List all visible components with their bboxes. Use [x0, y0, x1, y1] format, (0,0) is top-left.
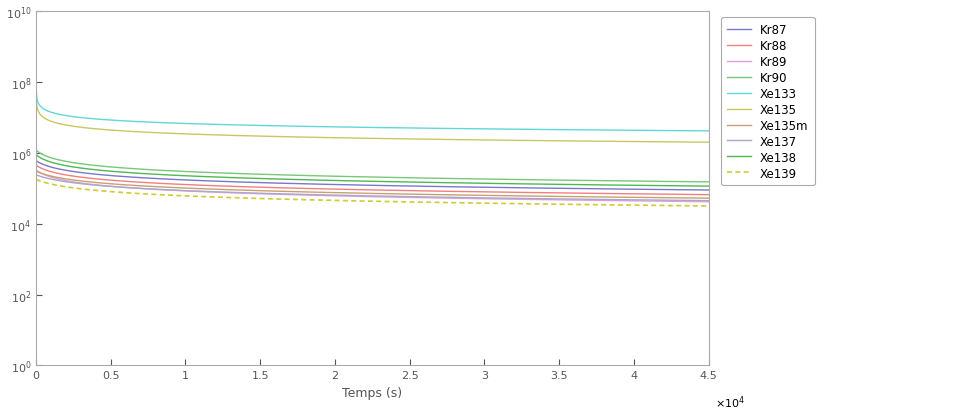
- Kr89: [420, 196, 432, 201]
- Line: Kr90: Kr90: [36, 151, 708, 183]
- Kr88: [703, 193, 714, 198]
- Xe133: [31, 85, 42, 90]
- Line: Xe135: Xe135: [36, 99, 708, 143]
- Xe139: [71, 186, 83, 191]
- X-axis label: Temps (s): Temps (s): [342, 386, 402, 399]
- Xe133: [703, 129, 714, 134]
- Xe138: [71, 166, 83, 171]
- Kr89: [31, 168, 42, 173]
- Line: Xe135m: Xe135m: [36, 172, 708, 199]
- Kr88: [31, 164, 42, 169]
- Xe135m: [703, 196, 714, 201]
- Xe135: [420, 138, 432, 142]
- Xe135m: [31, 169, 42, 174]
- Kr90: [610, 179, 621, 184]
- Line: Kr89: Kr89: [36, 171, 708, 202]
- Kr90: [420, 176, 432, 181]
- Xe139: [610, 203, 621, 208]
- Xe137: [610, 198, 621, 203]
- Xe133: [439, 127, 450, 132]
- Kr88: [540, 191, 552, 196]
- Kr89: [459, 197, 470, 202]
- Kr90: [71, 161, 83, 166]
- Xe133: [610, 128, 621, 133]
- Xe139: [439, 201, 450, 206]
- Kr87: [459, 185, 470, 190]
- Kr89: [610, 199, 621, 204]
- Line: Kr88: Kr88: [36, 166, 708, 195]
- Xe138: [31, 153, 42, 158]
- Kr88: [610, 192, 621, 197]
- Xe137: [540, 197, 552, 202]
- Xe135m: [71, 178, 83, 183]
- Xe133: [540, 128, 552, 133]
- Kr88: [459, 190, 470, 195]
- Xe135m: [540, 194, 552, 199]
- Kr90: [439, 176, 450, 181]
- Xe139: [459, 201, 470, 206]
- Line: Kr87: Kr87: [36, 161, 708, 190]
- Xe135: [703, 140, 714, 145]
- Kr88: [71, 175, 83, 180]
- Xe139: [703, 204, 714, 209]
- Xe139: [420, 200, 432, 205]
- Xe133: [71, 115, 83, 120]
- Xe137: [459, 196, 470, 201]
- Xe138: [420, 180, 432, 185]
- Kr87: [71, 170, 83, 175]
- Xe133: [459, 127, 470, 132]
- Kr89: [71, 180, 83, 185]
- Kr87: [703, 188, 714, 193]
- Legend: Kr87, Kr88, Kr89, Kr90, Xe133, Xe135, Xe135m, Xe137, Xe138, Xe139: Kr87, Kr88, Kr89, Kr90, Xe133, Xe135, Xe…: [721, 18, 814, 186]
- Kr90: [703, 180, 714, 185]
- Kr87: [540, 186, 552, 191]
- Line: Xe133: Xe133: [36, 88, 708, 132]
- Kr87: [610, 187, 621, 192]
- Xe137: [71, 181, 83, 186]
- Xe135: [610, 140, 621, 145]
- Xe135: [71, 125, 83, 130]
- Xe135: [31, 96, 42, 101]
- Line: Xe139: Xe139: [36, 180, 708, 206]
- Xe138: [540, 182, 552, 187]
- Kr87: [439, 185, 450, 190]
- Kr89: [439, 196, 450, 201]
- Xe135: [459, 138, 470, 143]
- Xe135m: [439, 193, 450, 198]
- Xe135: [439, 138, 450, 142]
- Line: Xe137: Xe137: [36, 176, 708, 201]
- Kr89: [540, 198, 552, 203]
- Xe137: [703, 199, 714, 204]
- Xe138: [610, 183, 621, 188]
- Kr90: [540, 178, 552, 183]
- Xe137: [31, 173, 42, 178]
- Xe138: [703, 184, 714, 189]
- Kr89: [703, 200, 714, 205]
- Xe138: [439, 181, 450, 186]
- Kr90: [31, 148, 42, 153]
- Xe135: [540, 139, 552, 144]
- Xe135m: [459, 193, 470, 198]
- Xe138: [459, 181, 470, 186]
- Xe137: [420, 195, 432, 200]
- Xe139: [540, 202, 552, 207]
- Xe139: [31, 178, 42, 183]
- Text: $\times\mathregular{10}^4$: $\times\mathregular{10}^4$: [715, 394, 745, 410]
- Kr88: [420, 189, 432, 194]
- Xe135m: [420, 192, 432, 197]
- Kr88: [439, 189, 450, 194]
- Line: Xe138: Xe138: [36, 155, 708, 187]
- Kr87: [31, 159, 42, 164]
- Kr87: [420, 184, 432, 189]
- Kr90: [459, 177, 470, 182]
- Xe137: [439, 195, 450, 200]
- Xe133: [420, 126, 432, 131]
- Xe135m: [610, 195, 621, 200]
